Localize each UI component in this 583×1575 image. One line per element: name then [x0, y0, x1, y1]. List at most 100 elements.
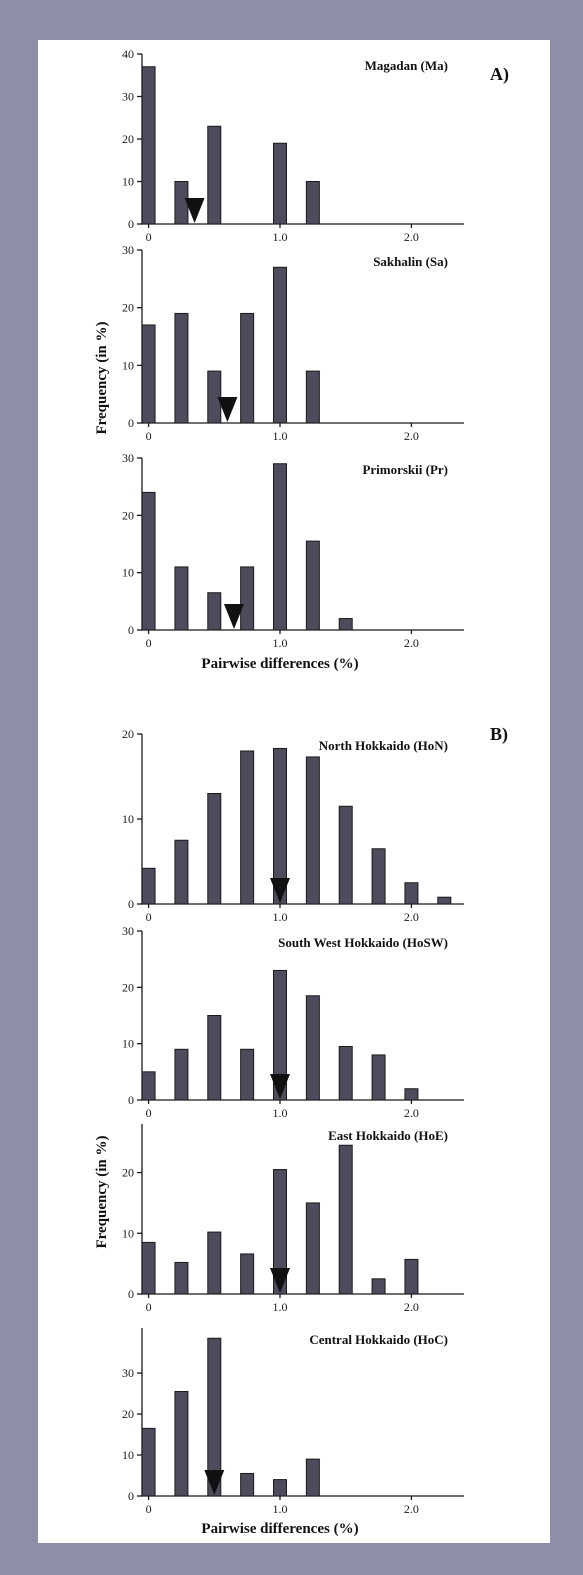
histogram-bar: [141, 66, 156, 225]
y-tick-label: 10: [122, 566, 134, 580]
histogram-bar: [174, 1261, 189, 1295]
y-tick-label: 10: [122, 1226, 134, 1240]
histogram-bar: [371, 1278, 386, 1295]
histogram-bar: [273, 747, 287, 905]
x-tick-label: 2.0: [404, 230, 419, 244]
y-tick-label: 20: [122, 1166, 134, 1180]
y-tick-label: 40: [122, 47, 134, 61]
histogram-bar: [437, 896, 452, 905]
panel-title: Primorskii (Pr): [362, 462, 448, 477]
y-tick-label: 30: [122, 1366, 134, 1380]
histogram-bar: [141, 1071, 156, 1101]
histogram-bar: [174, 566, 189, 631]
histogram-bar: [305, 1202, 320, 1295]
y-tick-label: 30: [122, 243, 134, 257]
histogram-bar: [240, 312, 255, 424]
y-tick-label: 0: [128, 1093, 134, 1107]
panel-title: East Hokkaido (HoE): [328, 1128, 448, 1143]
section-a-label: A): [490, 64, 509, 85]
histogram-bar: [207, 793, 222, 905]
histogram-bar: [174, 1391, 189, 1497]
panel-title: North Hokkaido (HoN): [319, 738, 448, 753]
y-tick-label: 30: [122, 924, 134, 938]
y-tick-label: 20: [122, 508, 134, 522]
x-tick-label: 2.0: [404, 1106, 419, 1120]
x-tick-label: 1.0: [273, 429, 288, 443]
histogram-bar: [305, 995, 320, 1101]
histogram-bar: [338, 1144, 353, 1295]
histogram-bar: [141, 1241, 156, 1295]
histogram-bar: [207, 592, 222, 631]
histogram-bar: [207, 1337, 222, 1497]
mean-marker-triangle: [184, 198, 205, 223]
x-tick-label: 1.0: [273, 636, 288, 650]
histogram-panel: 0 10 20 30 0 1.0 2.0 Central Hokkaido (HoC): [122, 1328, 464, 1516]
histogram-panel: 0 10 20 30 0 1.0 2.0 Sakhalin (Sa): [122, 243, 464, 443]
y-tick-label: 0: [128, 217, 134, 231]
y-tick-label: 10: [122, 175, 134, 189]
panel-title: Magadan (Ma): [365, 58, 448, 73]
histogram-bar: [404, 1088, 419, 1101]
y-tick-label: 10: [122, 358, 134, 372]
histogram-bar: [141, 491, 156, 631]
y-tick-label: 0: [128, 416, 134, 430]
panel-title: Central Hokkaido (HoC): [309, 1332, 448, 1347]
y-tick-label: 20: [122, 727, 134, 741]
histogram-bar: [338, 1045, 353, 1101]
histogram-bar: [240, 1253, 255, 1295]
histogram-bar: [141, 1427, 156, 1497]
panel-title: Sakhalin (Sa): [373, 254, 448, 269]
histogram-bar: [207, 1231, 222, 1295]
histogram-bar: [404, 882, 419, 905]
histogram-panel: 0 10 20 0 1.0 2.0 East Hokkaido (HoE): [122, 1124, 464, 1314]
x-tick-label: 1.0: [273, 1300, 288, 1314]
x-tick-label: 0: [146, 1106, 152, 1120]
histogram-bar: [174, 312, 189, 424]
y-tick-label: 0: [128, 1489, 134, 1503]
histogram-bar: [240, 1472, 255, 1497]
histogram-bar: [141, 324, 156, 424]
histogram-bar: [141, 867, 156, 905]
histogram-bar: [174, 1048, 189, 1101]
x-tick-label: 1.0: [273, 910, 288, 924]
histogram-bar: [273, 266, 287, 424]
histogram-bar: [273, 463, 287, 631]
histogram-bar: [305, 756, 320, 905]
histogram-panel: 0 10 20 0 1.0 2.0 North Hokkaido (HoN): [122, 727, 464, 924]
y-tick-label: 0: [128, 897, 134, 911]
panel-title: South West Hokkaido (HoSW): [278, 935, 448, 950]
x-tick-label: 2.0: [404, 1300, 419, 1314]
section-b-xlabel: Pairwise differences (%): [201, 1521, 358, 1537]
y-tick-label: 10: [122, 1448, 134, 1462]
x-tick-label: 2.0: [404, 636, 419, 650]
histogram-bar: [174, 181, 189, 225]
y-tick-label: 10: [122, 812, 134, 826]
histogram-bar: [305, 181, 320, 225]
histogram-bar: [305, 540, 320, 631]
mean-marker-triangle: [224, 604, 244, 629]
histogram-bar: [207, 1015, 222, 1101]
histogram-panel: 0 10 20 30 40 0 1.0 2.0 Magadan (Ma): [122, 47, 464, 244]
histogram-bar: [273, 969, 287, 1101]
x-tick-label: 0: [146, 429, 152, 443]
histogram-bar: [305, 1458, 320, 1497]
histogram-bar: [240, 566, 255, 631]
histogram-bar: [174, 839, 189, 905]
mean-marker-triangle: [204, 1470, 225, 1495]
histogram-bar: [338, 618, 353, 631]
x-tick-label: 2.0: [404, 429, 419, 443]
histogram-bar: [273, 1479, 287, 1497]
histogram-figure: A) Frequency (in %) Pairwise differences…: [94, 47, 509, 1537]
x-tick-label: 1.0: [273, 1106, 288, 1120]
mean-marker-triangle: [270, 1074, 290, 1099]
histogram-bar: [305, 370, 320, 424]
y-tick-label: 20: [122, 1407, 134, 1421]
x-tick-label: 1.0: [273, 1502, 288, 1516]
histogram-bar: [240, 750, 255, 905]
x-tick-label: 0: [146, 1502, 152, 1516]
section-a-xlabel: Pairwise differences (%): [201, 656, 358, 672]
y-tick-label: 20: [122, 301, 134, 315]
histogram-panel: 0 10 20 30 0 1.0 2.0 South West Hokkaido (HoSW): [122, 924, 464, 1120]
histogram-bar: [207, 125, 222, 225]
histogram-panel: 0 10 20 30 0 1.0 2.0 Primorskii (Pr): [122, 451, 464, 650]
